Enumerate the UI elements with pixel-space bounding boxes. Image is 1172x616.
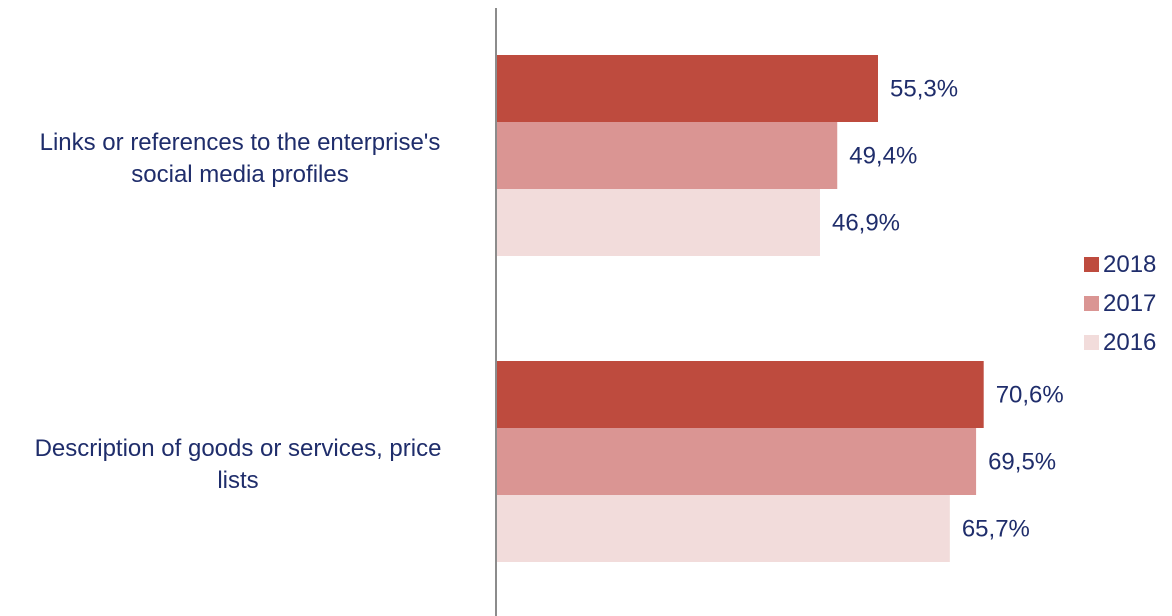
legend-swatch-2016 — [1084, 335, 1099, 350]
legend-swatch-2017 — [1084, 296, 1099, 311]
data-label-2016-cat-1: 65,7% — [962, 516, 1030, 543]
legend: 2018 2017 2016 — [1084, 245, 1156, 362]
legend-label-2016: 2016 — [1103, 328, 1157, 356]
category-label-1-line-2: lists — [217, 467, 259, 494]
category-label-1-line-1: Description of goods or services, price — [34, 435, 442, 462]
bar-2018-cat-1 — [496, 361, 984, 428]
category-label-0-line-1: Links or references to the enterprise's — [39, 129, 441, 156]
category-label-1: Description of goods or services, price … — [0, 433, 488, 497]
bar-2017-cat-1 — [496, 428, 977, 495]
category-label-0-line-2: social media profiles — [131, 161, 349, 188]
bar-2018-cat-0 — [496, 55, 878, 122]
legend-item-2017: 2017 — [1084, 284, 1156, 323]
bar-2016-cat-0 — [496, 189, 820, 256]
data-label-2016-cat-0: 46,9% — [832, 210, 900, 237]
legend-label-2018: 2018 — [1103, 250, 1157, 278]
category-label-0: Links or references to the enterprise's … — [0, 127, 480, 191]
legend-item-2016: 2016 — [1084, 323, 1156, 362]
bar-2017-cat-0 — [496, 122, 838, 189]
data-label-2018-cat-0: 55,3% — [890, 76, 958, 103]
data-label-2017-cat-1: 69,5% — [988, 449, 1056, 476]
data-label-2018-cat-1: 70,6% — [996, 382, 1064, 409]
legend-label-2017: 2017 — [1103, 289, 1157, 317]
data-label-2017-cat-0: 49,4% — [849, 143, 917, 170]
legend-item-2018: 2018 — [1084, 245, 1156, 284]
bar-2016-cat-1 — [496, 495, 950, 562]
legend-swatch-2018 — [1084, 257, 1099, 272]
